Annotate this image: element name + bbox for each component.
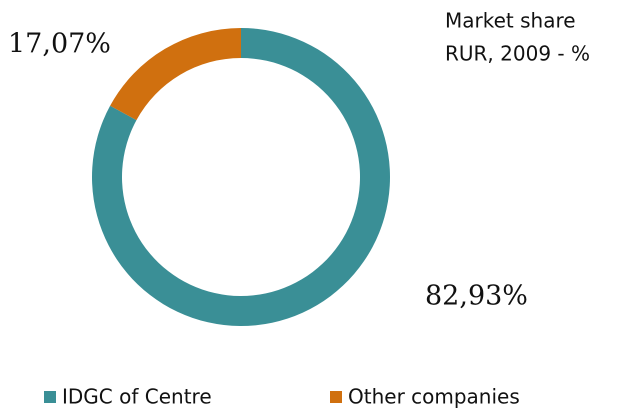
donut-slice [110,28,241,121]
legend-label: IDGC of Centre [62,385,212,409]
chart-title: Market share [445,9,576,33]
data-label: 17,07% [8,29,111,60]
legend-swatch [330,391,342,403]
legend-swatch [44,391,56,403]
chart-subtitle: RUR, 2009 - % [445,42,590,66]
legend-label: Other companies [348,385,520,409]
data-label: 82,93% [425,281,528,312]
